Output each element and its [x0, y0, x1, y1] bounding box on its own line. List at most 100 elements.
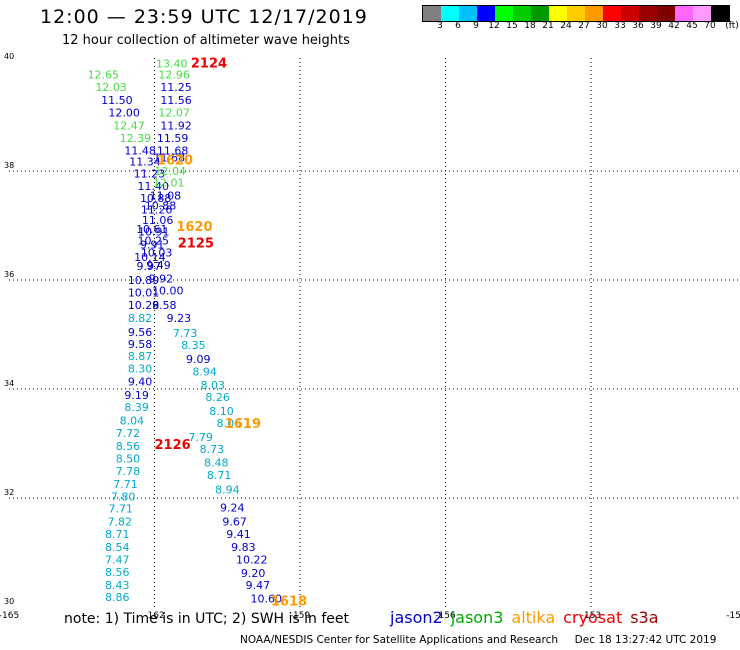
wave-height-value: 8.94	[215, 484, 240, 497]
map-subtitle: 12 hour collection of altimeter wave hei…	[62, 33, 350, 48]
credit-line: NOAA/NESDIS Center for Satellite Applica…	[240, 634, 717, 646]
wave-height-value: 8.04	[120, 414, 145, 427]
latitude-label: 36	[4, 270, 14, 279]
wave-height-value: 8.73	[200, 443, 225, 456]
wave-height-value: 9.97	[137, 260, 162, 273]
wave-height-value: 9.40	[128, 376, 153, 389]
latitude-label: 32	[4, 488, 14, 497]
scale-label: 27	[578, 21, 590, 31]
wave-height-value: 9.20	[241, 567, 266, 580]
wave-height-value: 8.56	[105, 566, 130, 579]
wave-height-value: 10.14	[134, 251, 166, 264]
wave-height-value: 12.39	[120, 132, 152, 145]
wave-height-value: 8.71	[207, 469, 232, 482]
scale-swatch	[585, 6, 603, 21]
wave-height-value: 12.96	[158, 68, 190, 81]
wave-height-value: 9.58	[128, 338, 153, 351]
color-scale-labels: 3 6 9 12 15 18 21 24 27 30 33 36 39 42 45 70 (ft)	[422, 21, 740, 33]
scale-label: 42	[668, 21, 680, 31]
wave-height-value: 8.94	[192, 365, 217, 378]
wave-height-value: 11.56	[160, 94, 192, 107]
wave-height-value: 11.08	[150, 189, 182, 202]
latitude-label: 40	[4, 52, 14, 61]
wave-height-value: 9.23	[167, 312, 192, 325]
wave-height-value: 7.79	[188, 431, 213, 444]
wave-height-value: 9.41	[226, 528, 251, 541]
wave-height-value: 8.56	[116, 440, 141, 453]
wave-height-value: 12.01	[153, 176, 185, 189]
wave-height-value: 7.82	[107, 515, 132, 528]
wave-height-value: 12.07	[158, 107, 190, 120]
pass-time-label: 1620	[176, 220, 212, 235]
wave-height-value: 11.06	[142, 214, 174, 227]
scale-label: 70	[704, 21, 716, 31]
wave-height-value: 8.86	[105, 591, 130, 604]
scale-label: 18	[524, 21, 536, 31]
wave-height-value: 10.88	[140, 192, 172, 205]
wave-height-value: 9.83	[231, 541, 256, 554]
wave-height-value: 7.71	[108, 503, 133, 516]
wave-height-value: 12.03	[95, 81, 127, 94]
scale-swatch	[675, 6, 693, 21]
wave-height-value: 8.10	[209, 405, 234, 418]
scale-label: 36	[632, 21, 644, 31]
map-title: 12:00 — 23:59 UTC 12/17/2019	[40, 6, 368, 28]
scale-swatch	[711, 6, 729, 21]
wave-height-value: 8.06	[217, 417, 242, 430]
wave-height-value: 10.60	[251, 593, 283, 606]
wave-height-observations: 13.40 12.65 12.96 12.03 11.25 11.50 11.56 12.00…	[88, 57, 282, 605]
wave-height-value: 8.87	[128, 350, 153, 363]
wave-height-value: 7.78	[116, 465, 141, 478]
wave-height-value: 12.65	[88, 68, 120, 81]
wave-height-value: 7.80	[111, 491, 136, 504]
wave-height-value: 8.35	[181, 339, 206, 352]
wave-height-value: 10.61	[136, 223, 168, 236]
scale-label: (ft)	[725, 21, 739, 31]
scale-swatch	[495, 6, 513, 21]
wave-height-value: 8.54	[105, 541, 130, 554]
wave-height-value: 11.92	[160, 120, 192, 133]
wave-height-value: 9.09	[186, 353, 211, 366]
latitude-label: 34	[4, 379, 14, 388]
scale-swatch	[603, 6, 621, 21]
wave-height-value: 7.71	[113, 478, 137, 491]
wave-height-value: 8.43	[105, 579, 130, 592]
wave-height-value: 10.89	[128, 274, 160, 287]
wave-height-value: 10.00	[152, 285, 184, 298]
units-note: note: 1) Time is in UTC; 2) SWH is in fe…	[64, 611, 350, 627]
wave-height-value: 8.30	[128, 363, 153, 376]
longitude-label: -156	[435, 611, 456, 621]
longitude-label: -153	[581, 611, 601, 621]
longitude-label: -165	[0, 611, 19, 621]
wave-height-value: 9.92	[149, 273, 174, 286]
wave-height-value: 8.50	[116, 453, 141, 466]
wave-height-value: 11.25	[160, 81, 192, 94]
latitude-label: 30	[4, 597, 14, 606]
scale-swatch	[423, 6, 441, 21]
scale-swatch	[567, 6, 585, 21]
longitude-label: -162	[144, 611, 164, 621]
wave-height-value: 10.03	[141, 247, 173, 260]
wave-height-value: 9.91	[140, 238, 165, 251]
wave-height-value: 11.68	[154, 152, 186, 165]
legend-item-s3a: s3a	[630, 608, 659, 627]
wave-height-color-scale	[422, 5, 730, 22]
pass-time-label: 2124	[191, 56, 227, 71]
pass-time-label: 1618	[271, 594, 307, 609]
latitude-label: 38	[4, 161, 14, 170]
wave-height-value: 8.48	[204, 456, 229, 469]
scale-swatch	[549, 6, 567, 21]
wave-height-value: 7.72	[116, 427, 141, 440]
wave-height-value: 12.04	[155, 165, 187, 178]
wave-height-value: 12.47	[113, 120, 144, 133]
scale-label: 30	[596, 21, 608, 31]
wave-height-value: 11.48	[124, 145, 155, 158]
scale-swatch	[477, 6, 495, 21]
pass-time-label: 2126	[155, 438, 191, 453]
wave-height-value: 11.26	[141, 204, 173, 217]
wave-height-value: 9.67	[222, 515, 247, 528]
scale-swatch	[657, 6, 675, 21]
scale-label: 3	[437, 21, 443, 31]
